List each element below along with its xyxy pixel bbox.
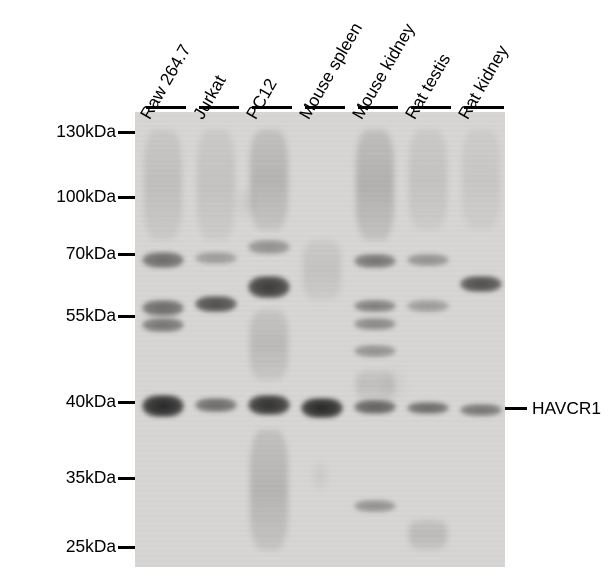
havcr1-label: HAVCR1 bbox=[532, 398, 601, 419]
marker-tick bbox=[118, 253, 135, 256]
smear bbox=[197, 130, 235, 240]
band bbox=[195, 296, 237, 312]
band bbox=[354, 345, 396, 357]
marker-tick bbox=[118, 546, 135, 549]
band bbox=[354, 500, 396, 512]
lane-jurkat bbox=[191, 112, 241, 567]
smear bbox=[250, 310, 288, 380]
band bbox=[407, 254, 449, 266]
marker-label: 35kDa bbox=[66, 467, 116, 488]
lane-label: Rat kidney bbox=[454, 42, 513, 123]
band bbox=[354, 400, 396, 414]
marker-label: 25kDa bbox=[66, 536, 116, 557]
lane-pc12 bbox=[244, 112, 294, 567]
lane-raw264 bbox=[138, 112, 188, 567]
band bbox=[248, 276, 290, 298]
band bbox=[195, 398, 237, 412]
smear bbox=[409, 130, 447, 230]
band bbox=[460, 404, 502, 416]
smear bbox=[356, 130, 394, 240]
lane-mkidney bbox=[350, 112, 400, 567]
band bbox=[248, 395, 290, 415]
band bbox=[301, 398, 343, 418]
lane-label: Raw 264.7 bbox=[136, 41, 196, 123]
smear bbox=[250, 130, 288, 230]
western-blot-figure: { "figure": { "type": "western-blot", "w… bbox=[0, 0, 608, 578]
marker-label: 70kDa bbox=[66, 243, 116, 264]
smear bbox=[250, 430, 288, 550]
band bbox=[460, 276, 502, 292]
lane-mspleen bbox=[297, 112, 347, 567]
band bbox=[407, 300, 449, 312]
band bbox=[354, 254, 396, 268]
marker-label: 100kDa bbox=[56, 186, 116, 207]
marker-tick bbox=[118, 401, 135, 404]
marker-label: 55kDa bbox=[66, 305, 116, 326]
lane-rtestis bbox=[403, 112, 453, 567]
band bbox=[407, 402, 449, 414]
marker-tick bbox=[118, 477, 135, 480]
band bbox=[195, 252, 237, 264]
lane-rkidney bbox=[456, 112, 506, 567]
band bbox=[248, 240, 290, 254]
smear bbox=[462, 130, 500, 230]
havcr1-tick bbox=[505, 407, 527, 410]
band bbox=[354, 318, 396, 330]
band bbox=[142, 395, 184, 417]
smear bbox=[303, 240, 341, 300]
marker-label: 130kDa bbox=[56, 121, 116, 142]
band bbox=[142, 252, 184, 268]
band bbox=[354, 300, 396, 312]
marker-tick bbox=[118, 315, 135, 318]
smear bbox=[144, 130, 182, 240]
band bbox=[142, 318, 184, 332]
marker-label: 40kDa bbox=[66, 391, 116, 412]
smear bbox=[356, 370, 394, 400]
band bbox=[142, 300, 184, 316]
marker-tick bbox=[118, 131, 135, 134]
smear bbox=[409, 520, 447, 550]
marker-tick bbox=[118, 196, 135, 199]
